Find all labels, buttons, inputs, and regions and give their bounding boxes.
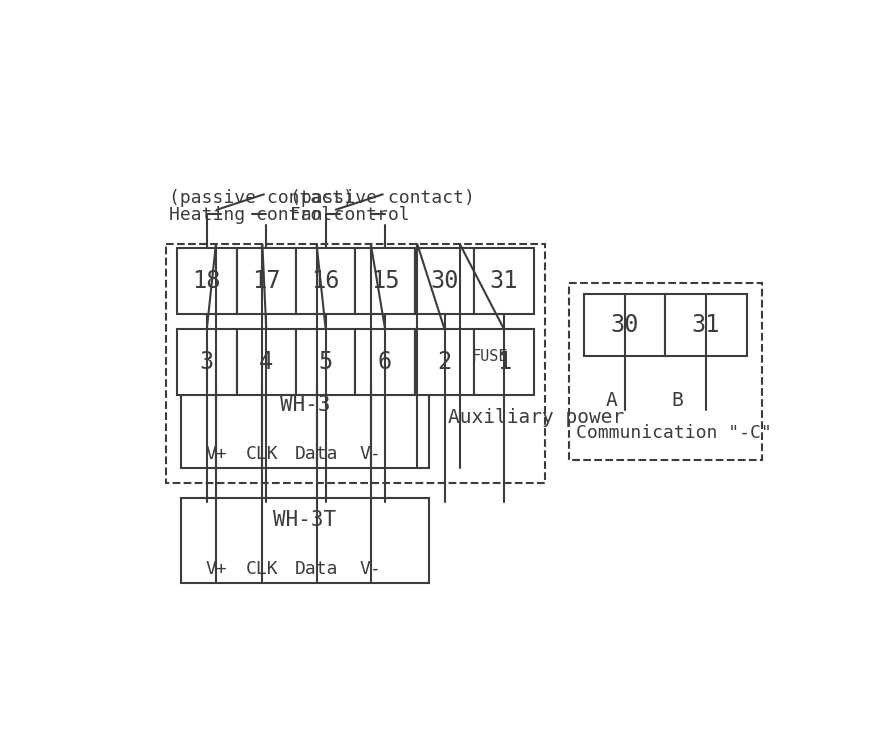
Bar	[415, 329, 474, 395]
Text: WH-3: WH-3	[279, 395, 330, 414]
Bar	[237, 248, 296, 314]
Text: Heating control: Heating control	[169, 206, 333, 224]
Text: WH-3T: WH-3T	[273, 510, 336, 530]
Text: Data: Data	[295, 560, 338, 578]
Text: Communication "-C": Communication "-C"	[576, 424, 772, 442]
Bar	[181, 383, 429, 468]
Text: CLK: CLK	[246, 445, 279, 463]
Text: 30: 30	[611, 313, 639, 337]
Text: A: A	[605, 391, 617, 410]
Text: 6: 6	[378, 350, 392, 373]
Text: 16: 16	[312, 269, 340, 293]
Bar	[237, 329, 296, 395]
Bar	[296, 329, 355, 395]
Bar	[474, 248, 534, 314]
Bar	[177, 329, 237, 395]
Text: 15: 15	[371, 269, 400, 293]
Text: 30: 30	[430, 269, 458, 293]
Text: 31: 31	[490, 269, 518, 293]
Bar	[569, 283, 762, 460]
Bar	[666, 294, 747, 356]
Text: V+: V+	[205, 560, 227, 578]
Text: V-: V-	[360, 560, 382, 578]
Bar	[177, 248, 237, 314]
Text: 17: 17	[252, 269, 280, 293]
Text: 3: 3	[199, 350, 214, 373]
Text: Auxiliary power: Auxiliary power	[449, 408, 625, 427]
Text: V-: V-	[360, 445, 382, 463]
Text: B: B	[671, 391, 683, 410]
Bar	[296, 248, 355, 314]
Text: Data: Data	[295, 445, 338, 463]
Text: 2: 2	[437, 350, 451, 373]
Text: FUSE: FUSE	[471, 349, 507, 364]
Bar	[166, 245, 546, 483]
Bar	[415, 248, 474, 314]
Text: (passive contact): (passive contact)	[169, 189, 354, 207]
Text: 18: 18	[192, 269, 221, 293]
Bar	[457, 349, 464, 364]
Text: 31: 31	[692, 313, 720, 337]
Bar	[181, 498, 429, 583]
Bar	[355, 329, 415, 395]
Text: 1: 1	[497, 350, 511, 373]
Text: (passive contact): (passive contact)	[289, 189, 474, 207]
Bar	[474, 329, 534, 395]
Text: CLK: CLK	[246, 560, 279, 578]
Bar	[355, 248, 415, 314]
Text: V+: V+	[205, 445, 227, 463]
Bar	[584, 294, 666, 356]
Text: 4: 4	[259, 350, 273, 373]
Text: Fan control: Fan control	[289, 206, 409, 224]
Text: 5: 5	[319, 350, 333, 373]
